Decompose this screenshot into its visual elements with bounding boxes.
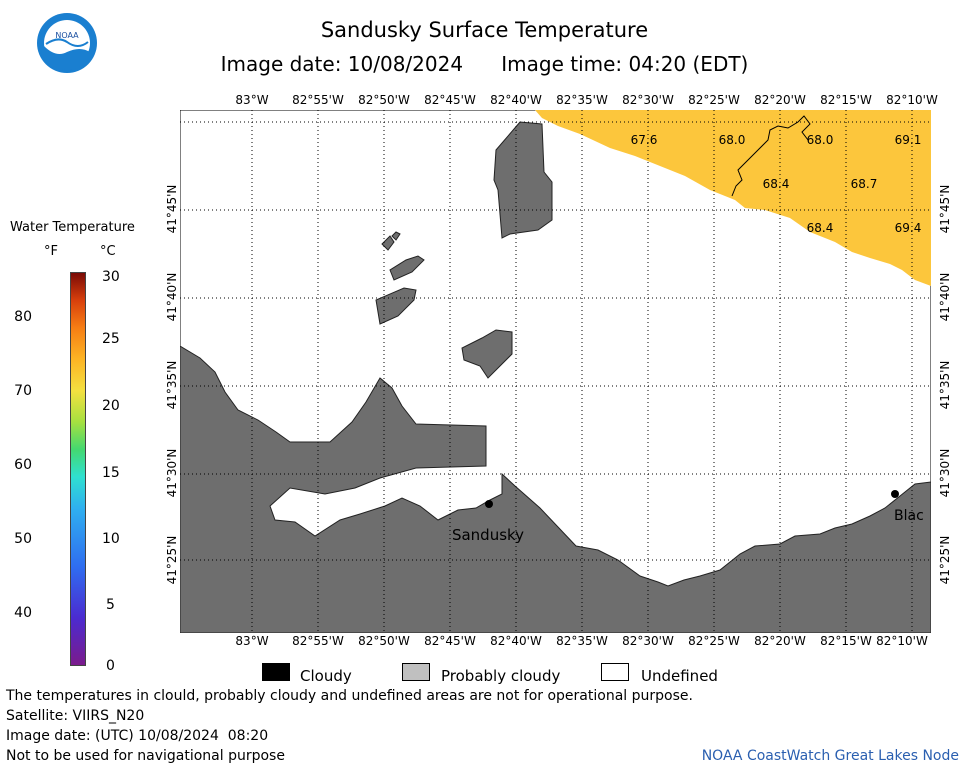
city-marker [891,490,899,498]
temp-label: 69.1 [895,133,922,147]
c-tick: 10 [102,531,120,547]
lon-label-top: 82°45'W [424,93,476,107]
svg-text:NOAA: NOAA [55,31,79,40]
lon-label-bottom: 83°W [235,634,269,648]
lat-label-right: 41°30'N [938,448,952,498]
f-tick: 50 [14,531,32,547]
map-title: Sandusky Surface Temperature [320,18,649,42]
lon-label-top: 82°20'W [754,93,806,107]
lat-label-right: 41°25'N [938,535,952,585]
land-south-shore [180,345,931,633]
footer-node-credit: NOAA CoastWatch Great Lakes Node [701,748,959,764]
lat-label-left: 41°45'N [165,184,179,234]
temp-label: 67.6 [631,133,658,147]
lon-label-bottom: 82°45'W [424,634,476,648]
noaa-logo-icon: NOAA [37,13,97,73]
lon-label-bottom: 82°40'W [490,634,542,648]
image-date-time: Image date: 10/08/2024 Image time: 04:20… [0,52,969,76]
land-island [381,235,395,251]
footer-satellite: Satellite: VIIRS_N20 [6,708,145,724]
lon-label-top: 82°30'W [622,93,674,107]
f-tick: 60 [14,457,32,473]
map-canvas: 67.6 68.0 68.0 69.1 68.4 68.7 68.4 69.4 … [180,110,931,633]
c-tick: 0 [106,658,115,674]
water-temperature-area [535,110,931,286]
unit-celsius: °C [100,244,116,259]
land-island [375,287,417,325]
land-island [461,329,513,379]
f-tick: 40 [14,605,32,621]
lon-label-top: 82°15'W [820,93,872,107]
lon-label-top: 82°25'W [688,93,740,107]
temp-label: 68.4 [763,177,790,191]
lon-label-bottom: 82°50'W [358,634,410,648]
temp-label: 68.0 [719,133,746,147]
temp-label: 68.4 [807,221,834,235]
lon-label-bottom: 82°25'W [688,634,740,648]
city-label: Blac [894,508,924,524]
land-island [389,255,425,281]
c-tick: 15 [102,465,120,481]
lat-label-right: 41°45'N [938,184,952,234]
f-tick: 70 [14,383,32,399]
lon-label-bottom: 82°10'W [876,634,928,648]
lon-label-top: 83°W [235,93,269,107]
legend-swatch-probably-cloudy [402,663,430,681]
lat-label-right: 41°35'N [938,360,952,410]
footer-navigation-warning: Not to be used for navigational purpose [6,748,285,764]
lon-label-bottom: 82°30'W [622,634,674,648]
legend-label-probably-cloudy: Probably cloudy [441,667,561,685]
city-label: Sandusky [452,526,524,544]
lat-label-left: 41°30'N [165,448,179,498]
lon-label-top: 82°50'W [358,93,410,107]
lat-label-left: 41°40'N [165,272,179,322]
unit-fahrenheit: °F [44,244,58,259]
legend-label-undefined: Undefined [641,667,718,685]
lon-label-top: 82°55'W [292,93,344,107]
lon-label-bottom: 82°15'W [820,634,872,648]
footer-image-date: Image date: (UTC) 10/08/2024 08:20 [6,728,269,744]
lon-label-bottom: 82°55'W [292,634,344,648]
lat-label-left: 41°35'N [165,360,179,410]
c-tick: 25 [102,331,120,347]
lon-label-top: 82°40'W [490,93,542,107]
image-time: Image time: 04:20 (EDT) [501,52,749,76]
temp-label: 69.4 [895,221,922,235]
c-tick: 5 [106,597,115,613]
lat-label-left: 41°25'N [165,535,179,585]
land-island [493,121,553,239]
legend-label-cloudy: Cloudy [300,667,352,685]
cloud-edge-line [731,115,811,197]
c-tick: 20 [102,398,120,414]
image-date: Image date: 10/08/2024 [220,52,464,76]
lon-label-bottom: 82°35'W [556,634,608,648]
lon-label-bottom: 82°20'W [754,634,806,648]
temp-label: 68.0 [807,133,834,147]
city-marker [485,500,493,508]
legend-swatch-undefined [601,663,629,681]
lon-label-top: 82°35'W [556,93,608,107]
land-island [391,231,401,241]
lat-label-right: 41°40'N [938,272,952,322]
c-tick: 30 [102,269,120,285]
f-tick: 80 [14,309,32,325]
lon-label-top: 82°10'W [886,93,938,107]
temp-label: 68.7 [851,177,878,191]
temperature-colorbar [70,272,86,666]
legend-swatch-cloudy [262,663,290,681]
footer-disclaimer: The temperatures in clould, probably clo… [6,688,693,704]
legend-title: Water Temperature [10,220,135,235]
